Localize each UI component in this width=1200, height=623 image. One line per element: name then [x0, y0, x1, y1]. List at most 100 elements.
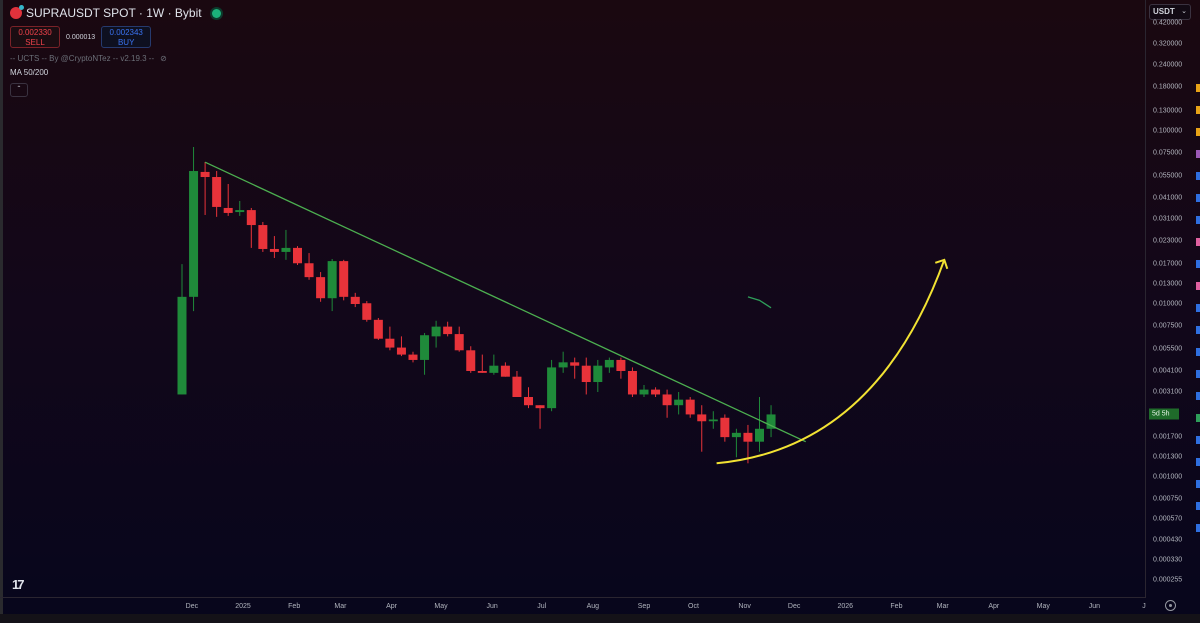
candle-bearish [246, 210, 256, 226]
watchlist-marker [1196, 128, 1200, 136]
sell-price: 0.002330 [18, 28, 52, 37]
price-tick: 0.000750 [1153, 495, 1183, 503]
candle-bearish [535, 405, 545, 409]
time-tick: Sep [637, 603, 651, 610]
candle-bearish [316, 277, 326, 299]
projection-curve [716, 259, 946, 465]
candle-bearish [477, 370, 487, 373]
ma-line [747, 296, 772, 309]
price-tick: 0.001700 [1153, 433, 1183, 441]
price-tick: 0.000430 [1153, 536, 1183, 544]
price-tick: 0.031000 [1153, 215, 1183, 223]
price-tick: 0.010000 [1153, 300, 1183, 308]
time-tick: Mar [936, 603, 949, 610]
candle-bullish [235, 210, 245, 213]
candle-bearish [373, 319, 383, 339]
watchlist-marker [1196, 348, 1200, 356]
currency-select[interactable]: USDT ⌄ [1149, 4, 1191, 20]
candle-bullish [547, 367, 557, 409]
watchlist-marker [1196, 304, 1200, 312]
watchlist-marker [1196, 436, 1200, 444]
trendline [204, 161, 806, 443]
exchange-logo-icon [10, 5, 24, 19]
price-tick: 0.013000 [1153, 280, 1183, 288]
price-tick: 0.420000 [1153, 19, 1183, 27]
candle-bearish [651, 389, 661, 395]
candle-bearish [685, 399, 695, 415]
time-axis[interactable] [0, 597, 1145, 614]
settings-icon[interactable] [1165, 600, 1176, 611]
watchlist-marker [1196, 370, 1200, 378]
candle-bullish [558, 362, 568, 368]
time-tick: Jun [486, 603, 498, 610]
watchlist-marker [1196, 524, 1200, 532]
indicator-legend[interactable]: -- UCTS -- By @CryptoNTez -- v2.19.3 -- ⊘ [10, 54, 221, 63]
candle-bearish [454, 334, 464, 351]
eye-hidden-icon[interactable]: ⊘ [160, 54, 167, 63]
candle-bullish [593, 365, 603, 383]
chart-legend: SUPRAUSDT SPOT · 1W · Bybit 0.002330 SELL… [10, 5, 221, 97]
candle-bearish [743, 432, 753, 442]
candle-bearish [350, 296, 360, 304]
watchlist-marker [1196, 260, 1200, 268]
price-tick: 0.023000 [1153, 237, 1183, 245]
time-tick: 2025 [235, 603, 251, 610]
candle-bullish [489, 365, 499, 373]
price-tick: 0.005500 [1153, 345, 1183, 353]
candle-bearish [385, 338, 395, 348]
candle-bearish [570, 362, 580, 366]
buy-label: BUY [117, 38, 135, 47]
candle-bearish [339, 261, 349, 297]
candle-bullish [431, 326, 441, 337]
time-tick: Aug [586, 603, 600, 610]
watchlist-marker [1196, 326, 1200, 334]
price-tick: 0.130000 [1153, 107, 1183, 115]
price-chart[interactable] [0, 0, 1145, 597]
time-tick: May [434, 603, 448, 610]
price-tick: 0.000570 [1153, 515, 1183, 523]
symbol-row[interactable]: SUPRAUSDT SPOT · 1W · Bybit [10, 5, 221, 20]
candle-bearish [408, 354, 418, 360]
candle-bullish [639, 389, 649, 395]
price-tick: 0.017000 [1153, 260, 1183, 268]
watchlist-marker [1196, 216, 1200, 224]
candle-bearish [269, 248, 279, 252]
tradingview-logo[interactable]: 17 [12, 577, 25, 592]
time-tick: J [1142, 603, 1146, 610]
price-tick: 0.004100 [1153, 367, 1183, 375]
sell-button[interactable]: 0.002330 SELL [10, 26, 60, 48]
time-tick: Mar [334, 603, 347, 610]
time-tick: Nov [738, 603, 751, 610]
candle-bearish [396, 347, 406, 355]
candle-bullish [755, 428, 764, 442]
bar-countdown: 5d 5h [1149, 408, 1179, 420]
time-tick: Oct [688, 603, 699, 610]
candle-bearish [212, 177, 222, 207]
price-axis[interactable] [1145, 0, 1195, 598]
indicator-name: -- UCTS -- By @CryptoNTez -- v2.19.3 -- [10, 54, 155, 63]
chevron-up-icon[interactable]: ˆ [10, 83, 28, 97]
price-tick: 0.000255 [1153, 576, 1183, 584]
candle-bullish [708, 419, 718, 422]
price-tick: 0.001300 [1153, 453, 1183, 461]
market-open-icon [211, 8, 221, 18]
candle-bearish [443, 326, 453, 335]
candle-bearish [697, 414, 707, 422]
candle-bullish [420, 335, 430, 360]
price-tick: 0.100000 [1153, 127, 1183, 135]
candle-bearish [304, 263, 314, 278]
buy-button[interactable]: 0.002343 BUY [101, 26, 152, 48]
price-tick: 0.180000 [1153, 83, 1183, 91]
price-tick: 0.240000 [1153, 61, 1183, 69]
time-tick: Dec [185, 603, 199, 610]
trade-row: 0.002330 SELL 0.000013 0.002343 BUY [10, 26, 221, 48]
candle-bullish [731, 432, 741, 438]
candle-bullish [177, 296, 187, 395]
candle-bullish [281, 247, 291, 252]
watchlist-marker [1196, 238, 1200, 246]
time-tick: Jun [1088, 603, 1101, 610]
watchlist-marker [1196, 480, 1200, 488]
price-tick: 0.055000 [1153, 172, 1183, 180]
price-tick: 0.007500 [1153, 322, 1183, 330]
ma-legend[interactable]: MA 50/200 [10, 68, 49, 77]
